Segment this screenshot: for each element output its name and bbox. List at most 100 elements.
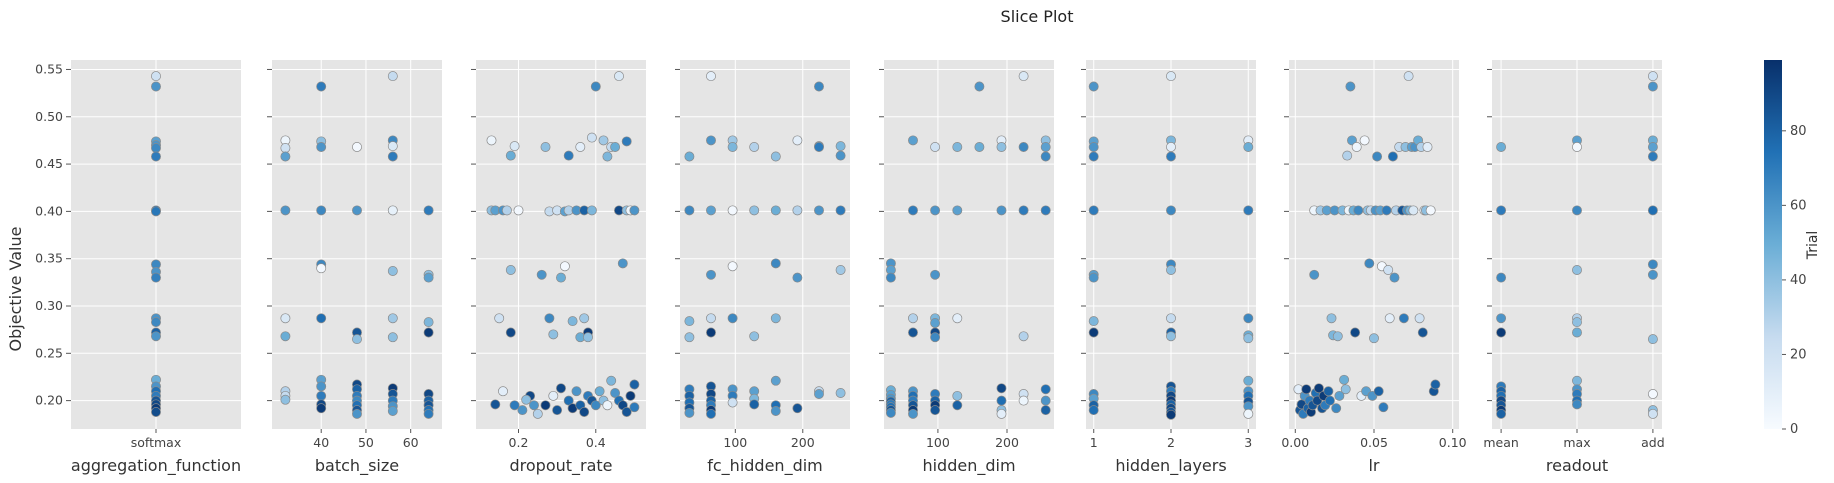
data-point xyxy=(316,142,327,152)
data-point xyxy=(151,206,161,217)
data-point xyxy=(727,142,738,152)
data-point xyxy=(1040,395,1051,406)
data-point xyxy=(563,150,574,161)
data-point xyxy=(1243,375,1254,386)
data-point xyxy=(1088,151,1099,162)
data-point xyxy=(586,132,597,143)
x-axis-label: dropout_rate xyxy=(509,456,612,476)
data-point xyxy=(814,81,824,92)
data-point xyxy=(1088,405,1099,416)
data-point xyxy=(684,316,695,327)
data-point xyxy=(387,151,398,162)
colorbar-tick-label: 40 xyxy=(1790,273,1807,288)
data-point xyxy=(352,334,362,345)
data-point xyxy=(1647,81,1658,92)
data-point xyxy=(1243,142,1254,152)
plot-area xyxy=(272,60,442,429)
data-point xyxy=(770,205,781,216)
subplot-hidden_dim: 100 200 hidden_dim xyxy=(879,60,1054,476)
data-point xyxy=(1417,327,1428,338)
data-point xyxy=(1018,395,1029,406)
data-point xyxy=(908,313,918,324)
data-point xyxy=(930,142,941,152)
data-point xyxy=(749,205,760,216)
data-point xyxy=(151,81,161,92)
data-point xyxy=(586,205,597,216)
data-point xyxy=(1331,403,1342,414)
data-point xyxy=(151,317,161,328)
data-point xyxy=(1647,71,1658,82)
data-point xyxy=(1324,395,1335,406)
data-point xyxy=(1018,331,1029,342)
data-point xyxy=(1496,205,1507,216)
data-point xyxy=(602,400,613,411)
data-point xyxy=(1496,272,1507,283)
x-tick-label: add xyxy=(1641,435,1665,450)
data-point xyxy=(684,407,695,418)
data-point xyxy=(1018,71,1029,82)
data-point xyxy=(575,142,586,152)
y-tick-label: 0.35 xyxy=(35,251,63,266)
data-point xyxy=(1088,142,1099,152)
data-point xyxy=(590,400,601,411)
data-point xyxy=(908,205,918,216)
data-point xyxy=(387,332,398,343)
data-point xyxy=(629,402,640,413)
x-tick-label: softmax xyxy=(131,435,181,450)
data-point xyxy=(280,143,291,153)
data-point xyxy=(1350,327,1361,338)
data-point xyxy=(1243,313,1254,324)
data-point xyxy=(770,313,781,324)
data-point xyxy=(556,272,566,283)
subplot-readout: mean max add readout xyxy=(1483,60,1665,475)
data-point xyxy=(727,205,738,216)
x-axis-label: batch_size xyxy=(315,456,399,476)
data-point xyxy=(509,141,520,152)
data-point xyxy=(1381,205,1392,216)
colorbar-ticks: 0 20 40 60 80 xyxy=(1782,124,1807,437)
data-point xyxy=(316,81,327,92)
data-point xyxy=(727,261,738,272)
data-point xyxy=(544,313,555,324)
data-point xyxy=(1332,331,1343,342)
data-point xyxy=(498,386,508,397)
data-point xyxy=(684,205,695,216)
data-point xyxy=(1430,379,1441,390)
data-point xyxy=(930,405,941,416)
colorbar: 0 20 40 60 80 Trial xyxy=(1764,60,1821,437)
data-point xyxy=(629,205,640,216)
data-point xyxy=(583,332,593,343)
data-point xyxy=(1040,151,1051,162)
data-point xyxy=(1414,313,1425,324)
data-point xyxy=(1088,205,1099,216)
data-point xyxy=(387,71,398,82)
data-point xyxy=(770,151,781,162)
x-tick-label: max xyxy=(1563,435,1590,450)
data-point xyxy=(540,142,551,152)
x-tick-label: 0.05 xyxy=(1360,435,1388,450)
data-point xyxy=(316,313,327,324)
data-point xyxy=(930,205,941,216)
data-point xyxy=(1166,313,1176,324)
data-point xyxy=(501,205,512,216)
data-point xyxy=(1326,313,1337,324)
data-point xyxy=(1496,142,1507,152)
data-point xyxy=(614,71,624,82)
data-point xyxy=(151,407,161,417)
data-point xyxy=(1572,317,1582,328)
data-point xyxy=(606,375,617,386)
data-point xyxy=(316,205,327,216)
data-point xyxy=(602,151,613,162)
data-point xyxy=(835,205,846,216)
data-point xyxy=(1359,135,1370,146)
data-point xyxy=(556,383,566,394)
subplot-lr: 0.00 0.05 0.10 lr xyxy=(1281,60,1467,475)
y-axis-label: Objective Value xyxy=(6,227,25,352)
data-point xyxy=(996,408,1007,419)
data-point xyxy=(387,406,398,416)
data-point xyxy=(952,400,963,411)
data-point xyxy=(280,205,291,216)
data-point xyxy=(974,142,985,152)
data-point xyxy=(423,327,434,338)
data-point xyxy=(1378,402,1389,413)
